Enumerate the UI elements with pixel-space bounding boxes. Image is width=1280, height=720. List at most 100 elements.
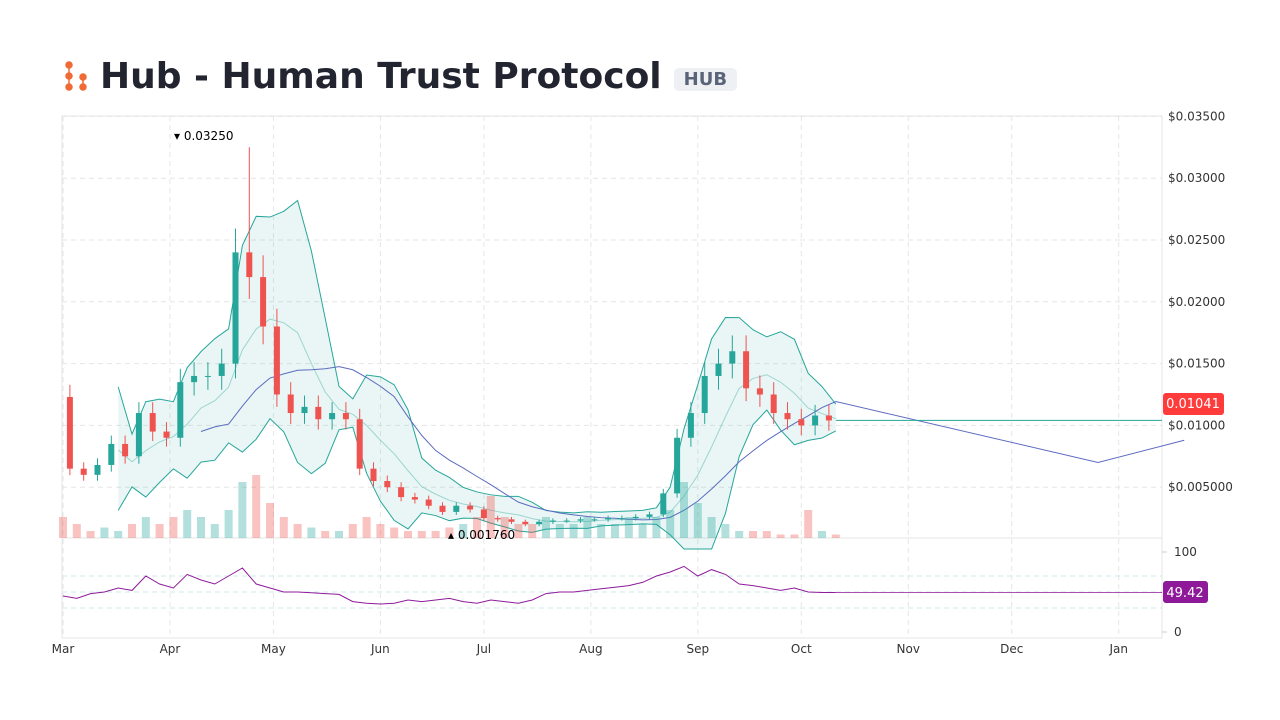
volume-bar xyxy=(376,524,385,538)
candle-body xyxy=(246,252,253,278)
candle-body xyxy=(315,406,322,420)
candle-body xyxy=(784,413,791,420)
candle-body xyxy=(370,468,377,482)
candle-body xyxy=(825,415,832,421)
volume-bar xyxy=(266,503,274,538)
candle-body xyxy=(329,413,336,420)
y-tick-label: $0.01000 xyxy=(1168,418,1225,432)
logo-icon xyxy=(65,60,87,91)
volume-bar xyxy=(776,534,785,538)
candle-body xyxy=(149,413,156,432)
low-label: ▴ 0.001760 xyxy=(448,528,515,542)
volume-bar xyxy=(652,517,661,538)
candle-body xyxy=(522,521,529,525)
rsi-tick-label: 100 xyxy=(1174,545,1197,559)
candle-body xyxy=(605,518,612,520)
candle-body xyxy=(494,518,501,520)
candle-body xyxy=(701,375,708,414)
candle-body xyxy=(743,351,750,389)
volume-bar xyxy=(197,517,205,538)
x-tick-label: Dec xyxy=(1000,642,1023,656)
y-tick-label: $0.03000 xyxy=(1168,171,1225,185)
bollinger-fill xyxy=(118,200,836,550)
rsi-line xyxy=(62,565,836,605)
moving-average xyxy=(200,366,1185,521)
volume-bar xyxy=(693,503,702,538)
y-tick-label: $0.01500 xyxy=(1168,357,1225,371)
volume-bar xyxy=(611,524,619,538)
volume-bar xyxy=(818,531,826,538)
candle-body xyxy=(480,509,487,519)
volume-bar xyxy=(790,534,799,538)
candle-body xyxy=(674,437,681,494)
volume-bar xyxy=(210,524,219,538)
volume-bar xyxy=(348,524,357,538)
candle-body xyxy=(618,518,625,520)
x-tick-label: Jun xyxy=(370,642,390,656)
volume-bar xyxy=(279,517,288,538)
volume-bar xyxy=(86,531,95,538)
volume-bar xyxy=(72,524,81,538)
volume-bar xyxy=(735,531,744,538)
x-tick-label: Nov xyxy=(897,642,920,656)
volume-bar xyxy=(583,517,592,538)
volume-bar xyxy=(100,527,109,538)
candle-body xyxy=(508,519,515,522)
candle-body xyxy=(411,497,418,500)
candle-body xyxy=(301,406,308,414)
x-tick-label: May xyxy=(261,642,286,656)
candle-body xyxy=(467,505,474,510)
volume-bar xyxy=(321,531,330,538)
bollinger-lower xyxy=(117,409,837,550)
volume-bar xyxy=(473,517,481,538)
x-tick-label: Aug xyxy=(579,642,602,656)
candle-body xyxy=(398,487,405,498)
candle-body xyxy=(453,505,460,512)
candle-body xyxy=(756,388,763,395)
volume-bar xyxy=(307,527,316,538)
candle-body xyxy=(94,464,101,475)
volume-bar xyxy=(252,475,261,538)
x-tick-label: Apr xyxy=(160,642,181,656)
candle-body xyxy=(191,375,198,383)
volume-bar xyxy=(597,524,606,538)
candle-body xyxy=(232,252,239,364)
volume-bar xyxy=(569,524,578,538)
volume-bar xyxy=(542,517,550,538)
rsi-tag xyxy=(1163,581,1208,603)
volume-bar xyxy=(128,524,136,538)
volume-bar xyxy=(390,527,399,538)
candle-body xyxy=(687,413,694,438)
rsi-tick-label: 0 xyxy=(1174,625,1182,639)
candle-body xyxy=(384,481,391,488)
volume-bar xyxy=(762,531,771,538)
high-label: ▾ 0.03250 xyxy=(174,129,233,143)
volume-bar xyxy=(459,524,468,538)
volume-bar xyxy=(59,517,67,538)
x-tick-label: Oct xyxy=(791,642,812,656)
candle-body xyxy=(729,351,736,364)
volume-bar xyxy=(114,531,123,538)
candle-body xyxy=(273,326,280,395)
candle-body xyxy=(812,415,819,426)
price-tag xyxy=(1163,393,1224,415)
header: Hub - Human Trust Protocol HUB xyxy=(64,56,738,97)
y-tick-label: $0.02500 xyxy=(1168,233,1225,247)
y-tick-label: $0.02000 xyxy=(1168,295,1225,309)
volume-bar xyxy=(804,510,813,538)
candle-body xyxy=(287,394,294,414)
volume-bar xyxy=(721,524,730,538)
volume-bar xyxy=(417,531,426,538)
volume-bar xyxy=(169,517,178,538)
volume-bar xyxy=(666,510,675,538)
candle-body xyxy=(715,363,722,376)
volume-bar xyxy=(293,524,302,538)
volume-bar xyxy=(831,534,840,538)
volume-bar xyxy=(183,510,192,538)
x-tick-label: Sep xyxy=(686,642,709,656)
volume-bar xyxy=(224,510,233,538)
volume-bar xyxy=(486,496,495,538)
candle-body xyxy=(439,505,446,512)
candle-body xyxy=(660,493,667,515)
